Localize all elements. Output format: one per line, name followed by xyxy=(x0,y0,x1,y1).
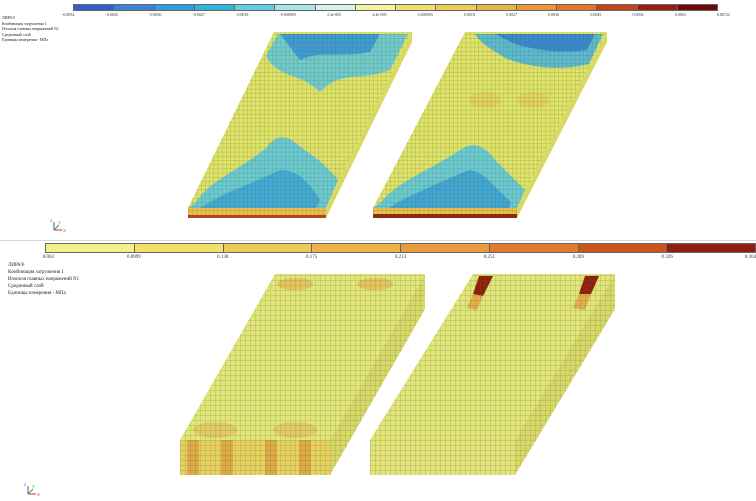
legend-swatch xyxy=(557,5,598,10)
top-info-line: Срединный слой xyxy=(2,31,31,37)
legend-tick-label: 0.0999 xyxy=(127,255,141,260)
legend-tick-label: -0.000903 xyxy=(279,12,296,17)
axis-y-label: Y xyxy=(58,220,61,225)
legend-tick-label: 0.062 xyxy=(42,255,54,260)
top-left-plate xyxy=(188,32,412,218)
legend-tick-label: 0.0054 xyxy=(632,12,644,17)
axis-z-label: Z xyxy=(50,218,53,223)
legend-tick-label: 0.0018 xyxy=(463,12,475,17)
legend-swatch xyxy=(275,5,316,10)
legend-swatch xyxy=(235,5,276,10)
legend-swatch xyxy=(578,244,668,252)
legend-swatch xyxy=(154,5,195,10)
bottom-right-plate xyxy=(370,274,615,475)
bottom-info-line: Комбинация загружения 1 xyxy=(8,270,64,275)
legend-tick-label: -0.0036 xyxy=(149,12,162,17)
legend-tick-label: 0.000903 xyxy=(417,12,433,17)
legend-tick-label: 0.175 xyxy=(306,255,318,260)
top-info-line: Изополя главных напряжений N1 xyxy=(2,26,59,31)
legend-swatch xyxy=(223,244,313,252)
bottom-left-plate xyxy=(180,274,425,475)
legend-swatch xyxy=(637,5,678,10)
top-info-line: Комбинация загружения 1 xyxy=(2,20,47,26)
legend-tick-label: 0.0045 xyxy=(590,12,602,17)
legend-tick-label: 0.138 xyxy=(217,255,229,260)
top-info-panel: ЛИРА® Комбинация загружения 1 Изополя гл… xyxy=(2,15,59,43)
top-info-line: Единицы измерения - МПа xyxy=(2,37,49,42)
legend-tick-label: -0.0054 xyxy=(62,12,75,17)
legend-swatch xyxy=(597,5,638,10)
legend-tick-label: 2.4e-005 xyxy=(372,12,387,17)
legend-swatch xyxy=(489,244,579,252)
legend-swatch xyxy=(677,5,717,10)
legend-swatch xyxy=(667,244,755,252)
bottom-legend-ticks: 0.062 0.0999 0.138 0.175 0.213 0.251 0.289 0.32… xyxy=(42,255,756,263)
legend-swatch xyxy=(436,5,477,10)
legend-tick-label: 0.0027 xyxy=(506,12,517,17)
top-color-legend xyxy=(73,4,718,11)
legend-swatch xyxy=(74,5,115,10)
bottom-info-line: ЛИРА® xyxy=(8,263,25,268)
legend-swatch xyxy=(134,244,224,252)
legend-swatch xyxy=(46,244,135,252)
top-right-plate xyxy=(373,32,607,218)
legend-tick-label: 0.289 xyxy=(572,255,584,260)
legend-tick-label: 0.213 xyxy=(394,255,407,260)
legend-tick-label: 0.00722 xyxy=(716,12,730,17)
legend-swatch xyxy=(315,5,356,10)
bottom-info-line: Изополя главных напряжений N1 xyxy=(8,277,80,282)
bottom-color-legend xyxy=(45,243,756,253)
bottom-info-line: Единицы измерения - МПа xyxy=(8,291,66,296)
legend-tick-label: 0.326 xyxy=(661,255,673,260)
top-axis-triad: Z Y X xyxy=(50,218,66,233)
legend-swatch xyxy=(114,5,155,10)
legend-swatch xyxy=(355,5,396,10)
legend-swatch xyxy=(476,5,517,10)
bottom-info-line: Срединный слой xyxy=(8,284,44,289)
viewport-separator xyxy=(0,240,756,241)
axis-x-label: X xyxy=(63,228,66,233)
legend-tick-label: -0.0018 xyxy=(236,12,249,17)
axis-y-label: Y xyxy=(32,484,35,489)
bottom-axis-triad: Z Y X xyxy=(24,482,40,497)
legend-tick-label: 2.4e-005 xyxy=(327,12,342,17)
legend-tick-label: 0.0063 xyxy=(674,12,686,17)
top-info-line: ЛИРА® xyxy=(2,15,16,20)
bottom-info-panel: ЛИРА® Комбинация загружения 1 Изополя гл… xyxy=(8,262,79,297)
legend-tick-label: -0.0027 xyxy=(192,12,205,17)
axis-x-label: X xyxy=(37,492,40,497)
legend-swatch xyxy=(401,244,490,252)
legend-tick-label: -0.0045 xyxy=(105,12,118,17)
legend-swatch xyxy=(516,5,557,10)
legend-swatch xyxy=(312,244,401,252)
top-legend-ticks: -0.0054 -0.0045 -0.0036 -0.0027 -0.0018 -0.00… xyxy=(62,12,730,17)
legend-swatch xyxy=(194,5,235,10)
legend-tick-label: 0.251 xyxy=(483,255,495,260)
legend-swatch xyxy=(396,5,437,10)
axis-z-label: Z xyxy=(24,482,27,487)
legend-tick-label: 0.0036 xyxy=(548,12,560,17)
legend-tick-label: 0.364 xyxy=(744,255,756,260)
